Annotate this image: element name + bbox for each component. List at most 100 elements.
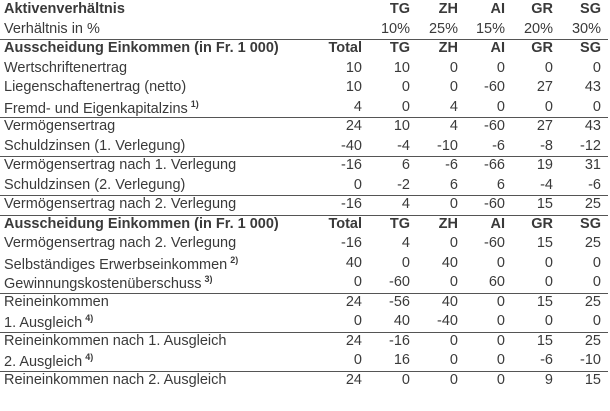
- table-cell: -6: [540, 352, 553, 368]
- table-cell: 9: [544, 371, 553, 388]
- label-text: Fremd- und Eigenkapitalzins: [4, 100, 188, 117]
- label-text: Reineinkommen nach 2. Ausgleich: [4, 371, 227, 388]
- table-cell: 0: [401, 79, 410, 95]
- row-label: Liegenschaftenertrag (netto): [4, 79, 186, 95]
- table-cell: 0: [544, 313, 553, 329]
- table-cell: -4: [397, 137, 410, 154]
- row-label: Wertschriftenertrag: [4, 60, 127, 76]
- table-cell: -66: [484, 157, 505, 173]
- row-label: Reineinkommen nach 1. Ausgleich: [4, 333, 226, 349]
- table-cell: 0: [496, 352, 505, 368]
- table-cell: 27: [536, 79, 553, 95]
- label-text: 2. Ausgleich: [4, 353, 83, 370]
- table-cell: 0: [544, 254, 553, 271]
- table-cell: 6: [449, 176, 458, 193]
- table-cell: AI: [490, 1, 506, 17]
- table-cell: 25%: [428, 20, 458, 37]
- table-cell: 0: [449, 235, 458, 251]
- table-cell: SG: [580, 1, 601, 17]
- table-cell: 25: [584, 293, 601, 310]
- table-cell: -12: [580, 137, 601, 154]
- footnote-mark: 4): [85, 313, 94, 323]
- label-text: Wertschriftenertrag: [4, 59, 128, 76]
- table-row: Selbständiges Erwerbseinkommen 2) 40 0 40 0 0 0: [0, 254, 608, 274]
- table-cell: -6: [588, 176, 601, 193]
- table-row: Wertschriftenertrag 10 10 0 0 0 0: [0, 59, 608, 79]
- table-cell: 0: [592, 98, 601, 115]
- table-cell: 15: [536, 332, 553, 349]
- table-cell: 0: [353, 313, 362, 329]
- table-cell: 0: [592, 59, 601, 76]
- row-label: Vermögensertrag: [4, 118, 115, 134]
- table-cell: -2: [397, 176, 410, 193]
- table-cell: 4: [449, 98, 458, 115]
- table-cell: -6: [492, 137, 505, 154]
- table-row: Fremd- und Eigenkapitalzins 1) 4 0 4 0 0 0: [0, 98, 608, 118]
- table-cell: Total: [328, 40, 362, 56]
- table-cell: 10%: [380, 20, 410, 37]
- table-cell: 24: [345, 293, 362, 310]
- table-cell: SG: [580, 40, 601, 56]
- table-cell: -6: [445, 157, 458, 173]
- table-cell: 43: [584, 79, 601, 95]
- table-cell: 27: [536, 118, 553, 134]
- table-cell: 31: [584, 157, 601, 173]
- table-row: Vermögensertrag nach 1. Verlegung -16 6 -6 -…: [0, 156, 608, 176]
- label-text: Reineinkommen: [4, 293, 109, 310]
- label-text: Selbständiges Erwerbseinkommen: [4, 256, 228, 273]
- table-cell: 0: [496, 59, 505, 76]
- table-row: Ausscheidung Einkommen (in Fr. 1 000) Tot…: [0, 215, 608, 235]
- table-row: Reineinkommen nach 2. Ausgleich 24 0 0 0 9 15: [0, 371, 608, 391]
- table-row: Verhältnis in % 10% 25% 15% 20% 30%: [0, 20, 608, 40]
- table-cell: 60: [488, 274, 505, 290]
- table-cell: GR: [531, 40, 553, 56]
- label-text: Schuldzinsen (2. Verlegung): [4, 176, 186, 193]
- footnote-mark: 2): [230, 254, 239, 265]
- table-cell: 30%: [571, 20, 601, 37]
- row-label: Schuldzinsen (1. Verlegung): [4, 138, 185, 154]
- label-text: Gewinnungskostenüberschuss: [4, 275, 202, 292]
- table-cell: 15: [536, 293, 553, 310]
- table-cell: ZH: [438, 215, 458, 232]
- table-cell: 0: [353, 274, 362, 290]
- table-cell: -40: [437, 313, 458, 329]
- table-row: Ausscheidung Einkommen (in Fr. 1 000) Tot…: [0, 39, 608, 59]
- label-text: Vermögensertrag nach 1. Verlegung: [4, 157, 237, 173]
- table-cell: 0: [544, 98, 553, 115]
- row-label: Reineinkommen: [4, 294, 109, 310]
- table-cell: -60: [389, 274, 410, 290]
- table-cell: TG: [389, 40, 410, 56]
- table-cell: 0: [496, 293, 505, 310]
- table-cell: 4: [401, 196, 410, 212]
- table-cell: 0: [496, 313, 505, 329]
- table-cell: 0: [544, 59, 553, 76]
- table-cell: -60: [484, 118, 505, 134]
- table-cell: 0: [449, 352, 458, 368]
- footnote-mark: 1): [190, 98, 199, 109]
- table-cell: -60: [484, 79, 505, 95]
- table-cell: 24: [345, 371, 362, 388]
- table-cell: 0: [353, 176, 362, 193]
- table-cell: AI: [490, 215, 506, 232]
- table-cell: Total: [328, 215, 362, 232]
- table-cell: 43: [584, 118, 601, 134]
- table-cell: 40: [441, 293, 458, 310]
- label-text: Vermögensertrag nach 2. Verlegung: [4, 235, 237, 251]
- table-cell: -10: [437, 137, 458, 154]
- section-title: Ausscheidung Einkommen (in Fr. 1 000): [4, 215, 279, 232]
- table-cell: 16: [393, 352, 410, 368]
- table-cell: 20%: [523, 20, 553, 37]
- table-cell: TG: [389, 1, 410, 17]
- row-label: Selbständiges Erwerbseinkommen 2): [4, 255, 238, 273]
- table-cell: TG: [389, 215, 410, 232]
- table-cell: -16: [389, 332, 410, 349]
- table-cell: 40: [345, 254, 362, 271]
- table-cell: -60: [484, 235, 505, 251]
- table-cell: GR: [531, 215, 553, 232]
- table-cell: -16: [341, 235, 362, 251]
- table-cell: ZH: [438, 1, 458, 17]
- table-cell: 15: [584, 371, 601, 388]
- table-row: Schuldzinsen (2. Verlegung) 0 -2 6 6 -4 -6: [0, 176, 608, 196]
- row-label: Vermögensertrag nach 2. Verlegung: [4, 196, 236, 212]
